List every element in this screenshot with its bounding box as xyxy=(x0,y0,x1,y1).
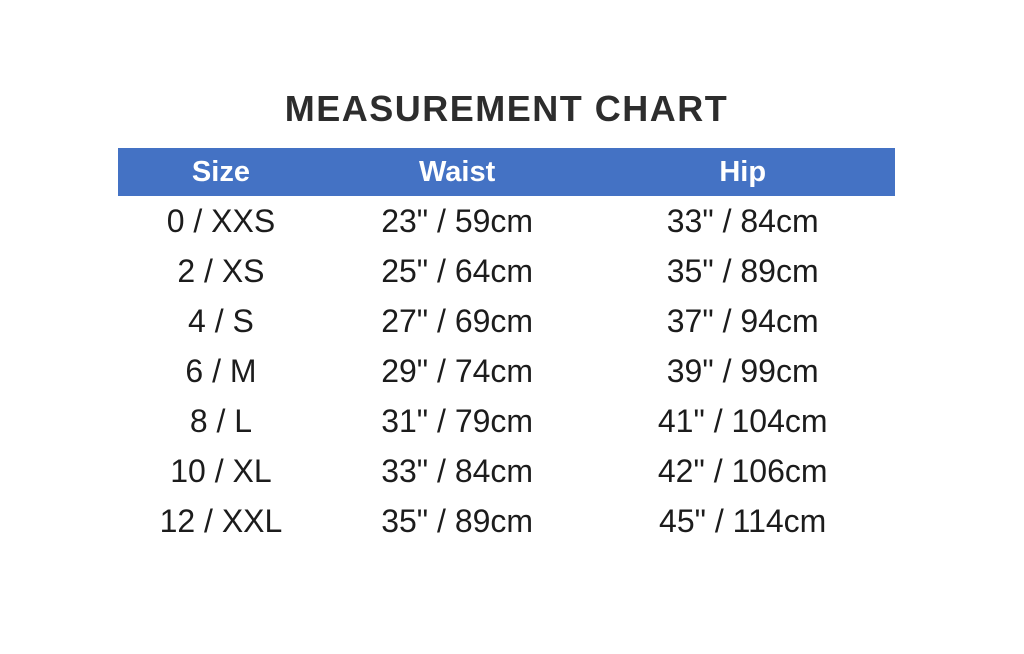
table-row: 2 / XS 25" / 64cm 35" / 89cm xyxy=(118,246,895,296)
page-title: MEASUREMENT CHART xyxy=(284,88,729,129)
table-row: 4 / S 27" / 69cm 37" / 94cm xyxy=(118,296,895,346)
table-row: 0 / XXS 23" / 59cm 33" / 84cm xyxy=(118,196,895,246)
cell-waist: 35" / 89cm xyxy=(381,503,534,539)
cell-waist: 27" / 69cm xyxy=(381,303,534,339)
cell-size: 4 / S xyxy=(188,303,254,339)
table-row: 10 / XL 33" / 84cm 42" / 106cm xyxy=(118,446,895,496)
table-header-row: Size Waist Hip xyxy=(118,148,895,196)
cell-hip: 42" / 106cm xyxy=(657,453,828,489)
cell-waist: 25" / 64cm xyxy=(381,253,534,289)
cell-hip: 41" / 104cm xyxy=(657,403,828,439)
size-table: Size Waist Hip 0 / XXS 23" / 59cm 33" / 84… xyxy=(118,148,895,546)
cell-waist: 31" / 79cm xyxy=(381,403,534,439)
table-row: 8 / L 31" / 79cm 41" / 104cm xyxy=(118,396,895,446)
column-header-size: Size xyxy=(191,155,250,188)
table-body: 0 / XXS 23" / 59cm 33" / 84cm 2 / XS 25" / 6… xyxy=(118,196,895,546)
cell-hip: 35" / 89cm xyxy=(666,253,819,289)
cell-hip: 45" / 114cm xyxy=(659,503,827,539)
cell-size: 2 / XS xyxy=(177,253,265,289)
cell-size: 6 / M xyxy=(185,353,257,389)
table-row: 6 / M 29" / 74cm 39" / 99cm xyxy=(118,346,895,396)
table-row: 12 / XXL 35" / 89cm 45" / 114cm xyxy=(118,496,895,546)
cell-waist: 29" / 74cm xyxy=(381,353,534,389)
cell-waist: 23" / 59cm xyxy=(381,203,534,239)
cell-size: 12 / XXL xyxy=(159,503,283,539)
cell-size: 8 / L xyxy=(189,403,253,439)
cell-hip: 39" / 99cm xyxy=(666,353,819,389)
column-header-waist: Waist xyxy=(419,155,496,188)
cell-hip: 33" / 84cm xyxy=(666,203,819,239)
cell-size: 10 / XL xyxy=(170,453,272,489)
column-header-hip: Hip xyxy=(719,155,767,188)
cell-waist: 33" / 84cm xyxy=(381,453,534,489)
cell-size: 0 / XXS xyxy=(166,203,276,239)
cell-hip: 37" / 94cm xyxy=(666,303,819,339)
